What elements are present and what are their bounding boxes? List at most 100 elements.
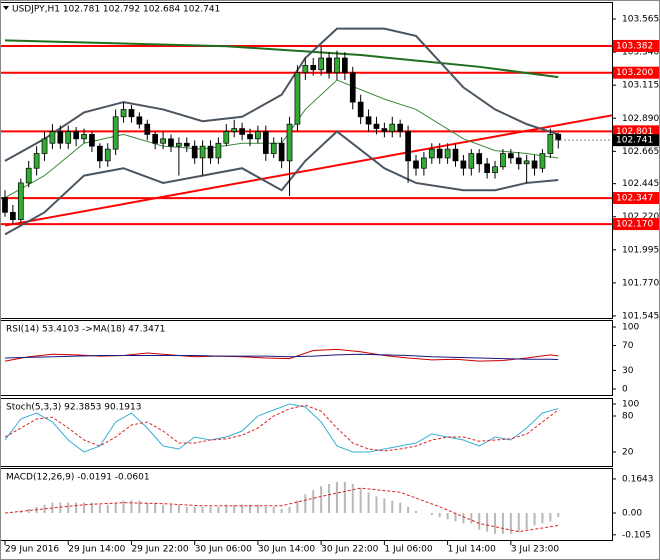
candle-body xyxy=(318,57,324,71)
candle-body xyxy=(152,134,159,144)
indicator-line xyxy=(4,348,559,362)
x-tick-label: 29 Jun 22:00 xyxy=(131,545,188,555)
level-label: 102.347 xyxy=(616,194,653,204)
candle-body xyxy=(381,128,388,132)
indicator-line xyxy=(4,39,559,79)
candle-body xyxy=(231,128,238,132)
candle-body xyxy=(2,197,8,213)
candle-body xyxy=(41,138,48,154)
candle-body xyxy=(17,182,24,221)
x-tick-label: 3 Jul 23:00 xyxy=(511,545,560,555)
candle-body xyxy=(421,157,427,169)
candle-body xyxy=(191,145,198,159)
candle-body xyxy=(270,142,277,154)
candle-body xyxy=(112,116,119,150)
candle-body xyxy=(262,131,269,154)
x-tick-label: 1 Jul 14:00 xyxy=(448,545,497,555)
indicator-line xyxy=(4,404,559,452)
candle-body xyxy=(468,153,475,169)
candle-body xyxy=(555,133,562,141)
candle-body xyxy=(349,72,356,103)
candle-body xyxy=(365,116,372,125)
candle-body xyxy=(10,211,16,221)
candle-body xyxy=(326,57,332,74)
indicator-title: Stoch(5,3,3) 92.3853 90.1913 xyxy=(6,403,141,413)
y-tick-label: 20 xyxy=(622,448,634,458)
candle-body xyxy=(444,148,451,159)
y-tick-label: 103.115 xyxy=(622,81,659,91)
candle-body xyxy=(199,145,206,159)
level-tag xyxy=(613,66,659,79)
level-label: 103.382 xyxy=(616,41,653,51)
candle-body xyxy=(81,134,87,140)
candle-body xyxy=(25,167,32,184)
candle-body xyxy=(128,109,135,118)
candle-body xyxy=(160,138,166,144)
candle-body xyxy=(373,123,380,129)
candle-body xyxy=(49,131,56,144)
candle-body xyxy=(207,145,214,159)
candle-body xyxy=(247,134,253,140)
candle-body xyxy=(436,148,443,159)
candle-body xyxy=(96,145,103,162)
y-tick-label: 103.340 xyxy=(622,48,659,58)
candle-body xyxy=(389,123,396,132)
candle-body xyxy=(136,116,143,125)
candle-body xyxy=(215,142,222,159)
y-tick-label: 0.1643 xyxy=(622,474,654,484)
candle-body xyxy=(168,138,174,147)
candle-body xyxy=(57,131,64,144)
candle-body xyxy=(144,123,151,135)
y-tick-label: 100 xyxy=(622,400,639,410)
x-tick-label: 30 Jun 06:00 xyxy=(195,545,252,555)
candle-body xyxy=(539,153,546,169)
candle-body xyxy=(547,134,554,154)
y-tick-label: 102.890 xyxy=(622,114,659,124)
x-tick-label: 29 Jun 14:00 xyxy=(68,545,125,555)
y-tick-label: -0.105 xyxy=(622,530,651,540)
indicator-line xyxy=(4,487,559,533)
candle-body xyxy=(89,134,95,147)
indicator-line xyxy=(4,353,559,361)
level-label: 103.200 xyxy=(616,68,653,78)
trend-line xyxy=(4,114,613,227)
y-tick-label: 100 xyxy=(622,323,639,333)
x-tick-label: 30 Jun 22:00 xyxy=(321,545,378,555)
candle-body xyxy=(33,153,40,169)
level-label: 102.801 xyxy=(616,127,653,137)
candle-body xyxy=(120,109,127,118)
y-tick-label: 0 xyxy=(622,384,628,394)
candle-body xyxy=(413,160,419,169)
candle-body xyxy=(515,157,522,165)
y-tick-label: 101.995 xyxy=(622,245,659,255)
indicator-line xyxy=(4,403,559,453)
last-price-label: 102.741 xyxy=(616,136,653,146)
y-tick-label: 101.545 xyxy=(622,311,659,321)
candle-body xyxy=(452,148,459,162)
x-tick-label: 30 Jun 14:00 xyxy=(258,545,315,555)
y-tick-label: 102.445 xyxy=(622,179,659,189)
candle-body xyxy=(476,153,483,165)
indicator-title: MACD(12,26,9) -0.0191 -0.0601 xyxy=(6,473,150,483)
y-tick-label: 101.770 xyxy=(622,278,659,288)
candle-body xyxy=(531,160,538,169)
candle-body xyxy=(239,128,245,135)
x-tick-label: 29 Jun 2016 xyxy=(5,545,59,555)
y-tick-label: 102.220 xyxy=(622,212,659,222)
candle-body xyxy=(302,64,309,74)
candle-body xyxy=(104,148,111,162)
candle-body xyxy=(500,153,506,168)
y-tick-label: 103.565 xyxy=(622,15,659,25)
candle-body xyxy=(523,160,530,165)
level-tag xyxy=(613,218,659,231)
indicator-line xyxy=(4,130,559,236)
candle-body xyxy=(183,142,190,147)
candle-body xyxy=(397,123,404,132)
candle-body xyxy=(334,57,340,74)
last-price-tag xyxy=(613,134,659,147)
candle-body xyxy=(65,131,72,144)
candle-body xyxy=(294,72,301,125)
candle-body xyxy=(428,148,435,159)
level-label: 102.170 xyxy=(616,220,653,230)
